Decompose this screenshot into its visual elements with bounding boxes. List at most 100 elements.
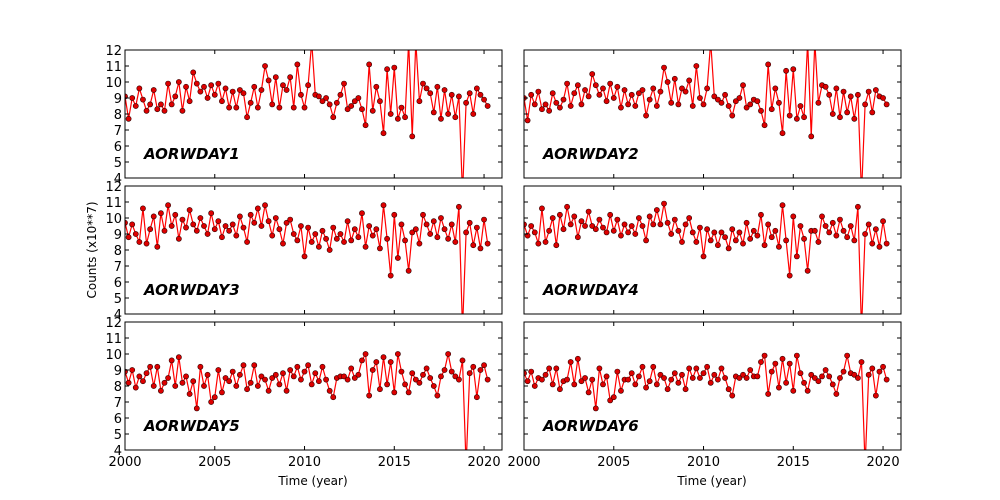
data-point — [466, 90, 473, 97]
data-point — [430, 109, 437, 116]
data-point — [244, 386, 250, 393]
data-point — [804, 267, 811, 274]
data-point — [686, 77, 693, 84]
data-point — [772, 360, 779, 367]
data-point — [632, 381, 639, 388]
data-point — [409, 229, 416, 236]
data-point — [183, 373, 189, 380]
x-axis-label-right: Time (year) — [676, 474, 746, 488]
data-point — [294, 61, 301, 68]
y-tick-label: 12 — [105, 316, 122, 331]
data-point — [154, 363, 161, 370]
data-point — [427, 90, 434, 97]
panel-aorwday4: AORWDAY4 — [523, 185, 902, 315]
x-tick-label: 2015 — [378, 455, 411, 470]
data-point — [265, 77, 272, 84]
data-point — [309, 39, 314, 44]
data-point — [664, 79, 671, 85]
data-point — [815, 99, 822, 106]
data-point — [190, 378, 197, 385]
data-point — [822, 83, 829, 90]
data-point — [869, 109, 876, 116]
data-point — [740, 82, 746, 89]
data-point — [247, 99, 254, 106]
y-tick-label: 12 — [105, 180, 122, 195]
data-point — [772, 85, 779, 92]
data-point — [208, 399, 215, 405]
y-tick-label: 12 — [105, 44, 122, 59]
data-point — [258, 223, 265, 229]
data-point — [359, 210, 365, 217]
data-point — [657, 88, 664, 95]
data-point — [161, 379, 168, 386]
data-point — [179, 379, 186, 386]
data-point — [384, 381, 391, 388]
data-point — [697, 95, 703, 101]
data-point — [380, 202, 387, 209]
data-point — [470, 111, 477, 117]
series — [524, 200, 890, 314]
data-point — [847, 223, 854, 229]
data-point — [639, 363, 646, 370]
data-point — [438, 115, 444, 122]
data-point — [596, 365, 603, 372]
data-point — [290, 373, 297, 380]
data-point — [412, 226, 419, 233]
data-point — [229, 368, 236, 375]
data-point — [869, 240, 876, 247]
data-point — [333, 235, 340, 242]
data-point — [247, 379, 254, 386]
panel-aorwday2: AORWDAY2 — [523, 49, 902, 179]
data-point — [423, 85, 430, 92]
data-point — [679, 239, 685, 245]
data-point — [459, 357, 466, 364]
data-point — [460, 191, 465, 196]
data-point — [600, 381, 606, 388]
data-point — [876, 368, 883, 375]
data-point — [229, 88, 236, 95]
data-point — [546, 227, 553, 234]
data-point — [190, 221, 197, 228]
data-point — [362, 243, 369, 250]
data-point — [704, 363, 711, 370]
data-point — [190, 69, 197, 76]
data-point — [158, 101, 164, 108]
data-point — [729, 392, 736, 399]
data-point — [373, 359, 380, 365]
data-point — [208, 210, 215, 217]
data-point — [262, 202, 268, 209]
data-point — [793, 352, 800, 359]
data-point — [276, 381, 283, 388]
data-point — [298, 223, 304, 229]
data-point — [768, 234, 775, 241]
data-point — [883, 376, 890, 383]
data-point — [254, 383, 261, 389]
data-point — [387, 272, 394, 279]
data-point — [754, 232, 761, 239]
data-point — [729, 112, 736, 119]
data-point — [287, 367, 294, 373]
y-tick-label: 5 — [114, 428, 122, 443]
data-point — [373, 83, 380, 90]
data-point — [693, 63, 700, 69]
data-point — [855, 203, 861, 210]
y-tick-label: 6 — [114, 140, 122, 155]
data-point — [682, 221, 689, 228]
data-point — [639, 87, 646, 93]
data-point — [768, 368, 775, 375]
data-point — [844, 234, 851, 241]
data-point — [786, 272, 793, 279]
data-point — [323, 235, 329, 242]
data-point — [567, 221, 574, 228]
data-point — [646, 213, 653, 220]
data-point — [193, 80, 200, 87]
data-point — [466, 370, 473, 377]
data-point — [265, 387, 272, 394]
data-point — [254, 205, 261, 212]
data-point — [481, 96, 487, 103]
data-point — [539, 205, 545, 212]
panel-aorwday6: 2000 2005 2010 2015 2020 AORWDAY6 — [507, 321, 902, 470]
data-point — [315, 378, 322, 385]
